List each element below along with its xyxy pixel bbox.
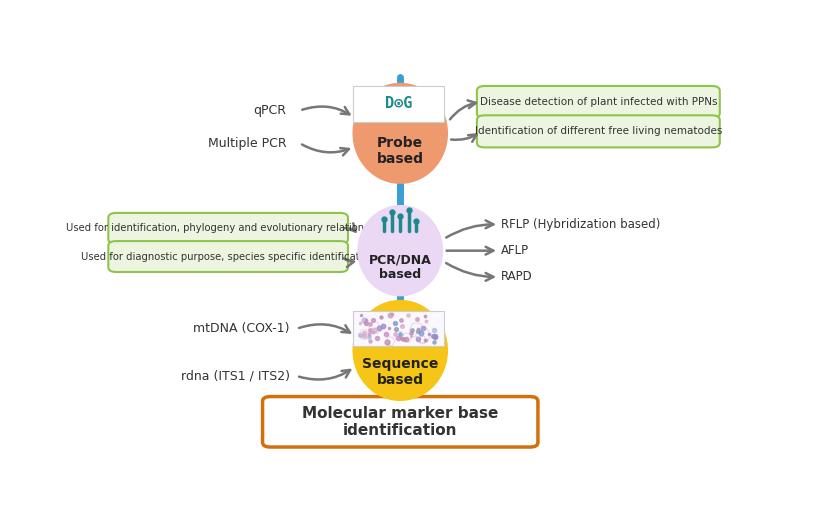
Text: rdna (ITS1 / ITS2): rdna (ITS1 / ITS2) (181, 369, 290, 383)
Text: Molecular marker base
identification: Molecular marker base identification (302, 405, 499, 438)
Text: PCR/DNA
based: PCR/DNA based (369, 253, 432, 281)
FancyBboxPatch shape (354, 86, 444, 122)
FancyBboxPatch shape (354, 311, 444, 346)
Text: AFLP: AFLP (501, 244, 529, 257)
Ellipse shape (353, 301, 447, 400)
Text: D⊙G: D⊙G (385, 97, 412, 111)
Text: Disease detection of plant infected with PPNs: Disease detection of plant infected with… (479, 97, 717, 107)
Text: RFLP (Hybridization based): RFLP (Hybridization based) (501, 218, 660, 231)
FancyBboxPatch shape (108, 213, 348, 244)
Text: Used for diagnostic purpose, species specific identification: Used for diagnostic purpose, species spe… (81, 251, 375, 262)
Text: Sequence
based: Sequence based (362, 357, 438, 387)
Ellipse shape (358, 206, 442, 296)
FancyBboxPatch shape (262, 397, 538, 447)
FancyBboxPatch shape (477, 86, 720, 118)
FancyBboxPatch shape (477, 115, 720, 147)
Text: RAPD: RAPD (501, 270, 533, 283)
Ellipse shape (353, 83, 447, 183)
Text: Multiple PCR: Multiple PCR (208, 137, 287, 149)
Text: mtDNA (COX-1): mtDNA (COX-1) (194, 323, 290, 335)
FancyBboxPatch shape (108, 241, 348, 272)
Text: Identification of different free living nematodes: Identification of different free living … (474, 126, 722, 136)
Text: Used for identification, phylogeny and evolutionary relationships: Used for identification, phylogeny and e… (66, 224, 391, 233)
Text: qPCR: qPCR (254, 104, 287, 117)
Text: Probe
based: Probe based (377, 136, 424, 166)
